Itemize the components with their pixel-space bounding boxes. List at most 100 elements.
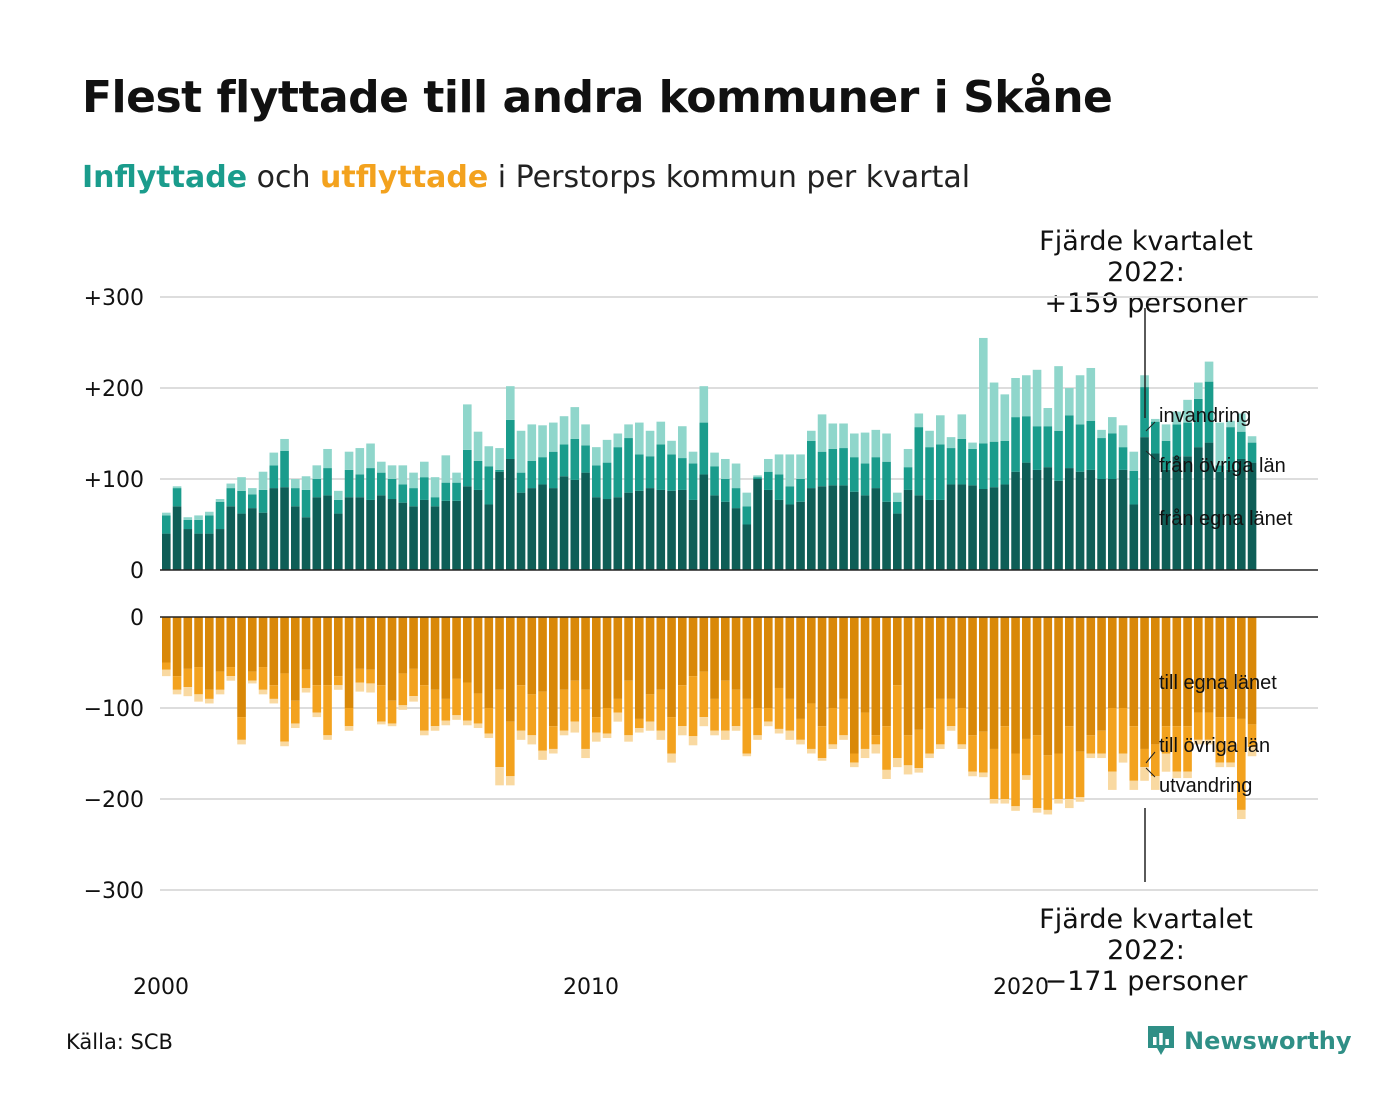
bar-outflow-other-county	[968, 735, 977, 772]
bar-outflow-other-county	[527, 694, 537, 736]
bar-outflow-own-county	[183, 617, 193, 669]
bar-inflow-own-county	[1118, 469, 1128, 570]
bar-outflow-emigration	[334, 685, 343, 690]
bar-outflow-emigration	[764, 721, 773, 727]
bar-outflow-own-county	[817, 617, 827, 727]
in-other-label-leader	[1145, 450, 1156, 460]
axes	[160, 569, 1318, 618]
bar-outflow-emigration	[291, 723, 300, 729]
bar-inflow-immigration	[366, 443, 375, 469]
bar-outflow-other-county	[1118, 708, 1128, 754]
bar-outflow-emigration	[989, 799, 999, 804]
bar-inflow-own-county	[463, 486, 472, 570]
bar-inflow-immigration	[656, 421, 666, 445]
bar-inflow-immigration	[635, 422, 644, 455]
bar-inflow-immigration	[1054, 366, 1063, 431]
y-tick-top-300: +300	[84, 286, 144, 311]
bar-inflow-own-county	[205, 533, 214, 570]
bar-outflow-own-county	[387, 617, 397, 701]
bar-inflow-immigration	[495, 448, 504, 470]
bar-inflow-other-county	[871, 457, 881, 489]
bar-inflow-own-county	[441, 500, 451, 570]
bar-inflow-other-county	[946, 448, 956, 485]
bar-inflow-other-county	[1065, 415, 1074, 469]
bar-outflow-emigration	[1172, 771, 1182, 779]
bar-outflow-other-county	[979, 731, 988, 773]
bar-outflow-emigration	[979, 772, 988, 778]
bar-outflow-own-county	[721, 617, 730, 681]
bar-inflow-immigration	[549, 422, 558, 452]
bar-inflow-own-county	[635, 490, 644, 570]
bar-inflow-immigration	[301, 476, 311, 490]
bar-outflow-other-county	[194, 667, 203, 695]
bar-outflow-own-county	[785, 617, 795, 699]
bar-outflow-other-county	[430, 689, 440, 727]
bar-outflow-other-county	[774, 687, 784, 729]
bar-outflow-own-county	[280, 617, 289, 674]
bar-inflow-other-county	[194, 519, 203, 534]
bar-outflow-own-county	[1204, 617, 1214, 713]
bar-outflow-other-county	[344, 708, 354, 727]
bar-outflow-own-county	[570, 617, 580, 681]
bar-inflow-own-county	[688, 499, 698, 570]
bar-outflow-own-county	[1075, 617, 1085, 752]
bar-inflow-other-county	[1151, 421, 1160, 454]
bar-outflow-other-county	[1161, 726, 1171, 754]
bar-inflow-immigration	[183, 517, 193, 520]
bar-outflow-other-county	[1022, 738, 1031, 776]
bar-outflow-emigration	[645, 721, 655, 731]
bar-inflow-immigration	[291, 479, 300, 489]
bar-outflow-emigration	[710, 730, 719, 736]
bar-inflow-own-county	[602, 499, 612, 570]
bar-outflow-other-county	[785, 698, 795, 731]
bar-outflow-emigration	[1140, 767, 1149, 781]
bar-inflow-own-county	[312, 497, 322, 570]
bar-inflow-immigration	[172, 486, 182, 489]
bar-outflow-other-county	[291, 700, 300, 724]
bar-inflow-other-county	[463, 449, 472, 487]
bar-inflow-other-county	[484, 466, 494, 505]
bar-inflow-other-county	[1011, 417, 1020, 472]
bar-outflow-own-county	[1032, 617, 1042, 736]
bar-inflow-immigration	[742, 492, 752, 507]
bar-inflow-own-county	[710, 495, 719, 570]
bar-inflow-other-county	[549, 451, 558, 489]
bar-inflow-own-county	[807, 488, 816, 570]
bar-inflow-other-county	[764, 471, 773, 490]
bar-outflow-own-county	[645, 617, 655, 695]
bar-inflow-own-county	[957, 484, 967, 570]
bar-outflow-own-county	[366, 617, 375, 670]
bar-inflow-immigration	[506, 386, 515, 420]
bar-inflow-other-county	[667, 454, 676, 491]
bar-inflow-immigration	[871, 429, 881, 458]
bar-inflow-other-county	[850, 457, 859, 492]
bar-outflow-other-county	[1215, 717, 1225, 763]
bar-outflow-own-county	[1108, 617, 1117, 708]
bar-inflow-own-county	[420, 499, 429, 570]
bar-inflow-other-county	[409, 488, 418, 507]
bar-inflow-own-county	[323, 495, 332, 570]
bar-outflow-own-county	[162, 617, 171, 663]
bar-outflow-other-county	[172, 676, 182, 690]
newsworthy-chart-icon	[1148, 1026, 1174, 1055]
bar-inflow-own-county	[516, 492, 526, 570]
bar-outflow-emigration	[323, 735, 332, 740]
bar-outflow-other-county	[570, 680, 580, 722]
bar-outflow-emigration	[248, 680, 257, 684]
chart-title: Flest flyttade till andra kommuner i Skå…	[82, 72, 1113, 123]
bar-inflow-other-county	[1183, 422, 1192, 457]
bar-outflow-other-county	[1172, 726, 1182, 772]
bar-inflow-other-county	[957, 438, 967, 485]
outflow-bars	[162, 617, 1257, 820]
bar-outflow-emigration	[581, 748, 590, 759]
bar-outflow-own-county	[989, 617, 999, 749]
bar-inflow-immigration	[807, 430, 816, 441]
bar-inflow-other-county	[172, 488, 182, 507]
bar-outflow-own-county	[409, 617, 418, 669]
bar-outflow-own-county	[731, 617, 741, 690]
bar-outflow-own-county	[871, 617, 881, 736]
bar-outflow-emigration	[1237, 809, 1246, 820]
bar-inflow-other-county	[925, 447, 934, 500]
bar-inflow-own-county	[731, 508, 741, 570]
bar-outflow-other-county	[602, 708, 612, 734]
